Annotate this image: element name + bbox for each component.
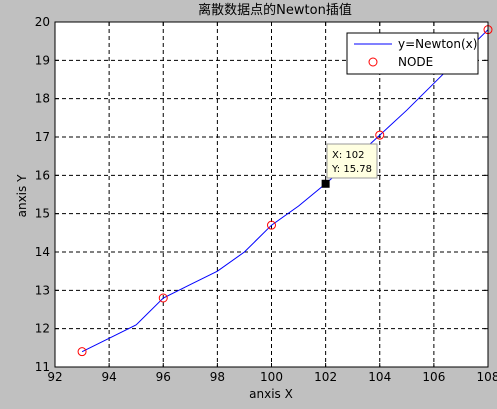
y-tick-label: 15	[35, 207, 50, 221]
y-tick-label: 19	[35, 53, 50, 67]
legend-entry-node: NODE	[398, 55, 433, 69]
y-tick-label: 18	[35, 92, 50, 106]
chart-title: 离散数据点的Newton插值	[198, 2, 352, 18]
y-tick-label: 20	[35, 15, 50, 29]
legend-box	[346, 32, 479, 75]
data-tip-box	[326, 143, 378, 179]
plot-frame	[54, 21, 489, 368]
data-tip-marker[interactable]	[321, 179, 330, 188]
y-tick-label: 11	[35, 360, 50, 374]
legend-node-marker	[368, 57, 378, 67]
series-layer	[77, 25, 493, 357]
grid-lines	[55, 22, 488, 367]
y-tick-label: 12	[35, 322, 50, 336]
x-tick-label: 108	[477, 370, 497, 384]
y-axis-ticks: 11 12 13 14 15 16 17 18 19 20	[35, 15, 488, 374]
y-axis-label: anxis Y	[15, 174, 29, 217]
y-tick-label: 17	[35, 130, 50, 144]
data-tip-y-text: Y: 15.78	[331, 164, 372, 175]
series-line-newton	[81, 29, 489, 353]
x-tick-label: 100	[260, 370, 283, 384]
legend-entry-newton: y=Newton(x)	[398, 37, 477, 51]
x-tick-label: 106	[422, 370, 445, 384]
node-point	[77, 347, 87, 357]
y-tick-label: 16	[35, 168, 50, 182]
x-axis-label: anxis X	[249, 387, 293, 401]
data-tip[interactable]: X: 102 Y: 15.78	[321, 143, 378, 188]
x-tick-label: 104	[368, 370, 391, 384]
x-tick-label: 102	[314, 370, 337, 384]
legend: y=Newton(x) NODE	[346, 32, 479, 75]
y-tick-label: 14	[35, 245, 50, 259]
x-tick-label: 94	[101, 370, 116, 384]
data-tip-x-text: X: 102	[332, 150, 365, 161]
node-point	[158, 293, 168, 303]
x-tick-label: 96	[156, 370, 171, 384]
y-tick-label: 13	[35, 283, 50, 297]
node-point	[267, 220, 276, 230]
node-point	[375, 130, 385, 140]
x-tick-label: 92	[47, 370, 62, 384]
x-axis-ticks: 92 94 96 98 100 102 104 106 108	[47, 22, 497, 384]
x-tick-label: 98	[210, 370, 225, 384]
